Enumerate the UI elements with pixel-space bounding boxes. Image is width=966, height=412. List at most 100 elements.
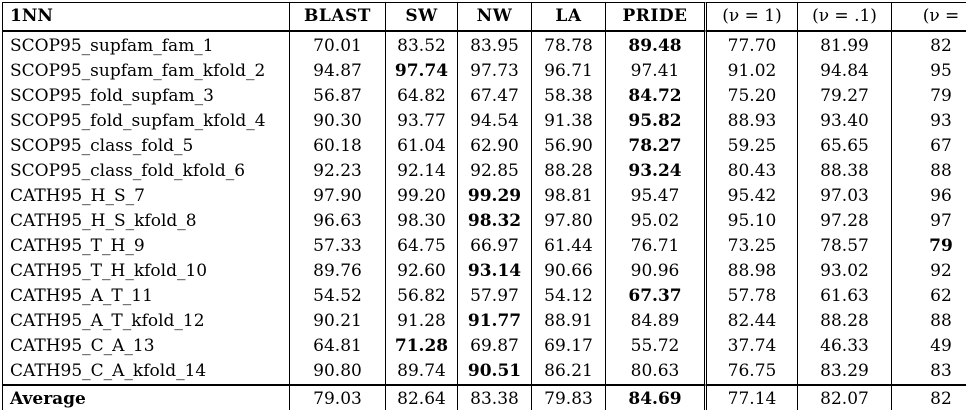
score-cell: 67 (930, 136, 952, 156)
score-cell: 76.75 (707, 359, 798, 385)
table-footer: Average 79.03 82.64 83.38 79.83 84.69 77.14 82.… (2, 385, 966, 410)
score-cell: 88.91 (532, 309, 606, 334)
dataset-name: CATH95_T_H_kfold_10 (2, 259, 290, 284)
score-cell: 84.72 (606, 84, 707, 109)
score-cell: 90.21 (290, 309, 386, 334)
dataset-name: SCOP95_supfam_fam_1 (2, 31, 290, 59)
table-body: SCOP95_supfam_fam_1 70.01 83.52 83.95 78.78 8… (2, 31, 966, 385)
score-cell: 93.14 (458, 259, 532, 284)
score-cell: 88.98 (707, 259, 798, 284)
score-cell: 90.51 (458, 359, 532, 385)
score-cell: 97.73 (458, 59, 532, 84)
score-cell: 93.24 (606, 159, 707, 184)
score-cell: 89.74 (386, 359, 458, 385)
score-cell: 88 (930, 311, 952, 331)
score-cell: 90.80 (290, 359, 386, 385)
score-cell: 78.78 (532, 31, 606, 59)
score-cell: 67.47 (458, 84, 532, 109)
dataset-name: CATH95_T_H_9 (2, 234, 290, 259)
score-cell: 98.81 (532, 184, 606, 209)
score-cell: 80.43 (707, 159, 798, 184)
score-cell: 58.38 (532, 84, 606, 109)
dataset-name: CATH95_A_T_kfold_12 (2, 309, 290, 334)
score-cell: 91.28 (386, 309, 458, 334)
score-cell: 93.02 (798, 259, 892, 284)
score-cell: 91.77 (458, 309, 532, 334)
score-cell: 61.04 (386, 134, 458, 159)
header-col-5: PRIDE (606, 2, 707, 31)
score-cell: 83.29 (798, 359, 892, 385)
table-row: SCOP95_fold_supfam_kfold_4 90.30 93.77 94.5… (2, 109, 966, 134)
average-cell: 84.69 (606, 385, 707, 410)
dataset-name: CATH95_H_S_kfold_8 (2, 209, 290, 234)
average-cell: 82.07 (798, 385, 892, 410)
score-cell: 54.12 (532, 284, 606, 309)
score-cell: 95 (930, 61, 952, 81)
header-method: 1NN (2, 2, 290, 31)
score-cell: 93.77 (386, 109, 458, 134)
header-col-7: (ν = .1) (798, 2, 892, 31)
score-cell: 90.66 (532, 259, 606, 284)
score-cell: 97.90 (290, 184, 386, 209)
score-cell: 82 (892, 31, 966, 59)
dataset-name: CATH95_C_A_kfold_14 (2, 359, 290, 385)
table-row: CATH95_H_S_7 97.90 99.20 99.29 98.81 95.47 95.… (2, 184, 966, 209)
dataset-name: SCOP95_class_fold_kfold_6 (2, 159, 290, 184)
score-cell: 59.25 (707, 134, 798, 159)
score-cell: 62 (930, 286, 952, 306)
score-cell: 83 (892, 359, 966, 385)
score-cell: 37.74 (707, 334, 798, 359)
dataset-name: CATH95_C_A_13 (2, 334, 290, 359)
score-cell: 92.14 (386, 159, 458, 184)
score-cell: 56.90 (532, 134, 606, 159)
score-cell: 95.82 (606, 109, 707, 134)
score-cell: 97.03 (798, 184, 892, 209)
table-row: SCOP95_supfam_fam_kfold_2 94.87 97.74 97.73… (2, 59, 966, 84)
score-cell: 97 (930, 211, 952, 231)
score-cell: 79.27 (798, 84, 892, 109)
score-cell: 88.93 (707, 109, 798, 134)
score-cell: 93.40 (798, 109, 892, 134)
score-cell: 88 (930, 161, 952, 181)
score-cell: 77.70 (707, 31, 798, 59)
header-col-1: BLAST (290, 2, 386, 31)
table-row: CATH95_T_H_9 57.33 64.75 66.97 61.44 76.71 73.… (2, 234, 966, 259)
score-cell: 93 (930, 111, 952, 131)
score-cell: 62.90 (458, 134, 532, 159)
average-row: Average 79.03 82.64 83.38 79.83 84.69 77.14 82.… (2, 385, 966, 410)
table-row: SCOP95_fold_supfam_3 56.87 64.82 67.47 58.38… (2, 84, 966, 109)
score-cell: 46.33 (798, 334, 892, 359)
score-cell: 57.97 (458, 284, 532, 309)
header-col-3: NW (458, 2, 532, 31)
score-cell: 95.47 (606, 184, 707, 209)
score-cell: 82.44 (707, 309, 798, 334)
table-row: SCOP95_class_fold_kfold_6 92.23 92.14 92.85… (2, 159, 966, 184)
score-cell: 95.10 (707, 209, 798, 234)
score-cell: 95.42 (707, 184, 798, 209)
score-cell: 88.28 (532, 159, 606, 184)
table-row: CATH95_H_S_kfold_8 96.63 98.30 98.32 97.80 95… (2, 209, 966, 234)
score-cell: 78.27 (606, 134, 707, 159)
average-cell: 77.14 (707, 385, 798, 410)
score-cell: 61.63 (798, 284, 892, 309)
score-cell: 91.02 (707, 59, 798, 84)
score-cell: 92.60 (386, 259, 458, 284)
score-cell: 49 (930, 336, 952, 356)
score-cell: 80.63 (606, 359, 707, 385)
score-cell: 90.96 (606, 259, 707, 284)
score-cell: 91.38 (532, 109, 606, 134)
dataset-name: SCOP95_fold_supfam_3 (2, 84, 290, 109)
score-cell: 76.71 (606, 234, 707, 259)
score-cell: 98.30 (386, 209, 458, 234)
score-cell: 81.99 (798, 31, 892, 59)
score-cell: 61.44 (532, 234, 606, 259)
score-cell: 89.48 (606, 31, 707, 59)
dataset-name: SCOP95_fold_supfam_kfold_4 (2, 109, 290, 134)
score-cell: 71.28 (386, 334, 458, 359)
score-cell: 56.87 (290, 84, 386, 109)
average-label: Average (2, 385, 290, 410)
score-cell: 66.97 (458, 234, 532, 259)
average-cell: 82.64 (386, 385, 458, 410)
